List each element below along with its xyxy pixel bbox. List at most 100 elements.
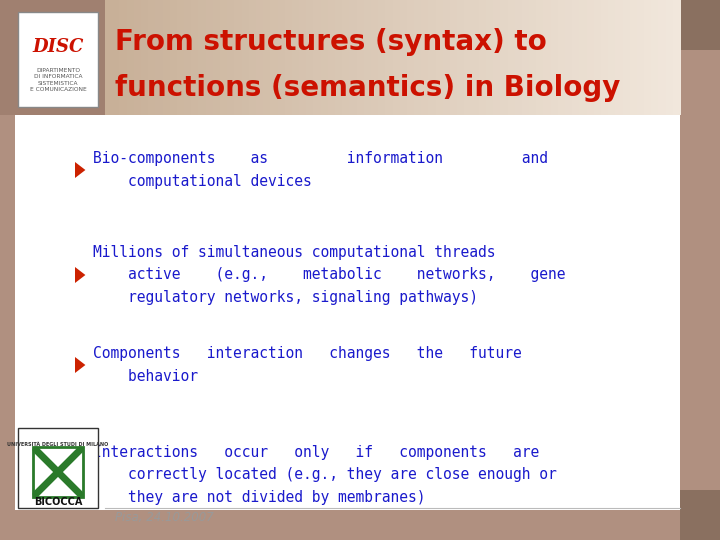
Bar bbox=[551, 0, 559, 115]
Bar bbox=[587, 0, 595, 115]
Bar bbox=[120, 0, 127, 115]
Bar bbox=[392, 0, 401, 115]
Bar bbox=[156, 0, 163, 115]
Bar bbox=[242, 0, 250, 115]
Bar bbox=[529, 0, 537, 115]
Bar bbox=[18, 12, 98, 107]
Bar bbox=[544, 0, 552, 115]
Bar bbox=[658, 0, 667, 115]
Bar bbox=[400, 0, 408, 115]
Bar bbox=[192, 0, 199, 115]
Bar bbox=[493, 0, 501, 115]
Bar bbox=[680, 490, 720, 540]
Bar bbox=[414, 0, 422, 115]
Polygon shape bbox=[75, 162, 86, 178]
Bar bbox=[320, 0, 329, 115]
Polygon shape bbox=[75, 357, 86, 373]
Bar bbox=[270, 0, 279, 115]
Bar bbox=[184, 0, 192, 115]
Bar bbox=[616, 0, 624, 115]
Bar bbox=[228, 0, 235, 115]
Bar bbox=[141, 0, 149, 115]
Bar bbox=[170, 0, 178, 115]
Bar bbox=[378, 0, 387, 115]
Text: DISC: DISC bbox=[32, 38, 84, 56]
Bar bbox=[33, 447, 83, 497]
Bar bbox=[637, 0, 645, 115]
Bar bbox=[306, 0, 315, 115]
Bar bbox=[680, 0, 720, 50]
Bar bbox=[364, 0, 372, 115]
Bar bbox=[177, 0, 185, 115]
Bar bbox=[601, 0, 609, 115]
Bar bbox=[0, 0, 105, 115]
Text: functions (semantics) in Biology: functions (semantics) in Biology bbox=[115, 74, 621, 102]
Bar bbox=[436, 0, 444, 115]
Text: Bio-components    as         information         and
    computational devices: Bio-components as information and comput… bbox=[93, 151, 548, 188]
Bar bbox=[105, 0, 113, 115]
Text: DIPARTIMENTO
DI INFORMATICA
SISTEMISTICA
E COMUNICAZIONE: DIPARTIMENTO DI INFORMATICA SISTEMISTICA… bbox=[30, 68, 86, 92]
Bar bbox=[457, 0, 465, 115]
Bar bbox=[235, 0, 243, 115]
Bar bbox=[371, 0, 379, 115]
Text: Pisa, 24.10.2007: Pisa, 24.10.2007 bbox=[115, 511, 214, 524]
Bar bbox=[443, 0, 451, 115]
Text: Millions of simultaneous computational threads
    active    (e.g.,    metabolic: Millions of simultaneous computational t… bbox=[93, 245, 565, 305]
Bar bbox=[284, 0, 293, 115]
Bar bbox=[127, 0, 135, 115]
Bar bbox=[536, 0, 544, 115]
Bar bbox=[163, 0, 171, 115]
Bar bbox=[500, 0, 508, 115]
Bar bbox=[328, 0, 336, 115]
Bar bbox=[199, 0, 207, 115]
Bar bbox=[335, 0, 343, 115]
Text: UNIVERSITÀ DEGLI STUDI DI MILANO: UNIVERSITÀ DEGLI STUDI DI MILANO bbox=[7, 442, 109, 448]
Bar bbox=[594, 0, 602, 115]
Bar bbox=[421, 0, 429, 115]
Bar bbox=[652, 0, 660, 115]
Text: From structures (syntax) to: From structures (syntax) to bbox=[115, 28, 546, 56]
Text: Components   interaction   changes   the   future
    behavior: Components interaction changes the futur… bbox=[93, 346, 522, 383]
Bar bbox=[672, 0, 681, 115]
Bar bbox=[428, 0, 436, 115]
Bar bbox=[292, 0, 300, 115]
Bar bbox=[263, 0, 271, 115]
Bar bbox=[464, 0, 472, 115]
Bar bbox=[644, 0, 652, 115]
Bar bbox=[630, 0, 638, 115]
Text: Interactions   occur   only   if   components   are
    correctly located (e.g.,: Interactions occur only if components ar… bbox=[93, 446, 557, 505]
Bar bbox=[342, 0, 351, 115]
Polygon shape bbox=[75, 267, 86, 283]
Bar bbox=[248, 0, 257, 115]
Bar bbox=[407, 0, 415, 115]
Bar bbox=[608, 0, 616, 115]
Bar bbox=[508, 0, 516, 115]
Bar bbox=[18, 428, 98, 508]
Bar bbox=[112, 0, 120, 115]
Bar bbox=[450, 0, 458, 115]
Bar bbox=[148, 0, 156, 115]
Bar bbox=[558, 0, 566, 115]
Bar bbox=[472, 0, 480, 115]
Bar bbox=[134, 0, 142, 115]
Bar bbox=[220, 0, 228, 115]
Bar bbox=[486, 0, 494, 115]
Bar bbox=[479, 0, 487, 115]
Bar bbox=[213, 0, 221, 115]
Bar bbox=[256, 0, 264, 115]
Bar bbox=[565, 0, 573, 115]
Bar bbox=[665, 0, 674, 115]
Bar bbox=[623, 0, 631, 115]
Bar bbox=[580, 0, 588, 115]
Bar bbox=[349, 0, 358, 115]
Bar bbox=[313, 0, 322, 115]
Bar bbox=[206, 0, 214, 115]
Bar bbox=[572, 0, 580, 115]
Bar bbox=[356, 0, 365, 115]
Polygon shape bbox=[75, 467, 86, 483]
Bar bbox=[522, 0, 530, 115]
Text: BICOCCA: BICOCCA bbox=[34, 497, 82, 507]
Bar bbox=[277, 0, 286, 115]
Bar bbox=[299, 0, 307, 115]
Bar bbox=[385, 0, 394, 115]
